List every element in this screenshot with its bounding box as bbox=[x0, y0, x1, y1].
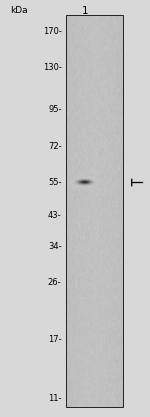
Text: 34-: 34- bbox=[48, 243, 62, 251]
Text: 17-: 17- bbox=[48, 335, 62, 344]
Text: 26-: 26- bbox=[48, 279, 62, 287]
Text: 55-: 55- bbox=[48, 178, 61, 187]
Text: 170-: 170- bbox=[43, 27, 61, 36]
Text: kDa: kDa bbox=[11, 6, 28, 15]
Text: 43-: 43- bbox=[48, 211, 62, 220]
Bar bbox=[66, 15, 123, 407]
Text: 1: 1 bbox=[81, 6, 88, 16]
Text: 72-: 72- bbox=[48, 142, 62, 151]
Text: 95-: 95- bbox=[48, 105, 61, 114]
Text: 130-: 130- bbox=[43, 63, 61, 72]
Text: 11-: 11- bbox=[48, 394, 61, 403]
